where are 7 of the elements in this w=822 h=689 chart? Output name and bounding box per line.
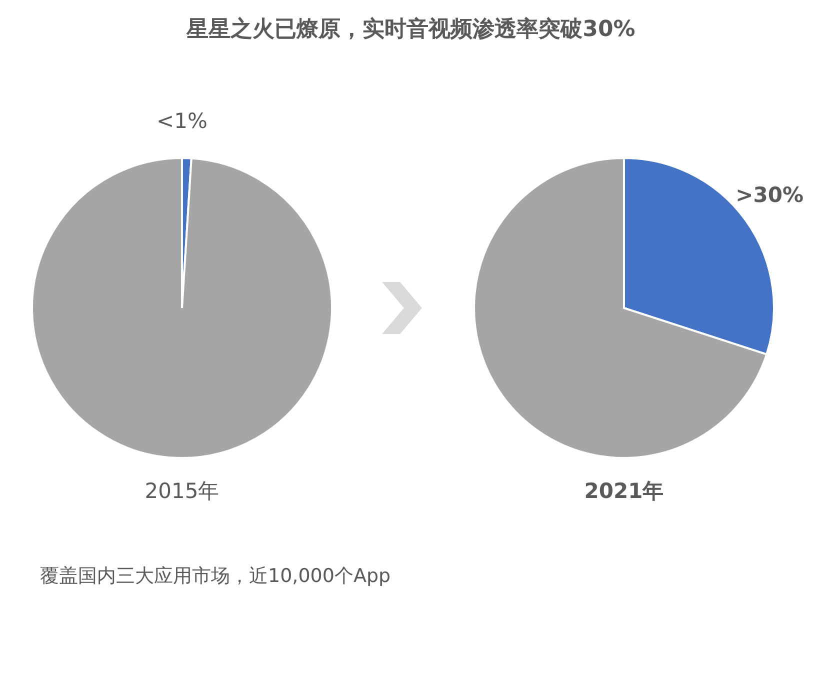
- text: 覆盖国内三大应用市场，近10,000个App: [40, 565, 391, 587]
- pie-slice: [31, 157, 333, 459]
- text: 2015年: [144, 479, 220, 503]
- data-label: >30%: [736, 183, 804, 208]
- text: 2021年: [584, 479, 664, 503]
- data-label: <1%: [156, 109, 208, 133]
- text: 星星之火已燎原，实时音视频渗透率突破30%: [186, 16, 636, 42]
